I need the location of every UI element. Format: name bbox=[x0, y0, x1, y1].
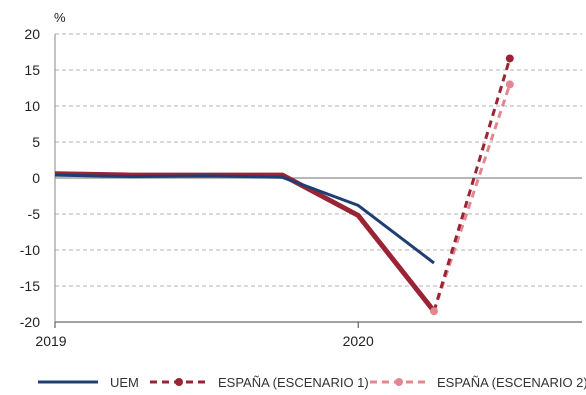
series-line-uem bbox=[54, 173, 435, 265]
legend-marker bbox=[175, 378, 183, 386]
legend-label: UEM bbox=[110, 375, 139, 390]
y-tick-label: 0 bbox=[32, 170, 40, 186]
gridlines bbox=[55, 33, 582, 287]
marker-espana-escenario-1 bbox=[505, 54, 514, 63]
series-line-espana-escenario-1-forecast bbox=[432, 58, 512, 312]
y-axis-ticks: 20 15 10 5 0 -5 -10 -15 -20 bbox=[20, 26, 40, 330]
x-axis: 2019 2020 bbox=[35, 34, 582, 349]
legend-label: ESPAÑA (ESCENARIO 1) bbox=[218, 375, 369, 390]
legend-marker bbox=[395, 378, 403, 386]
marker-espana-escenario-2 bbox=[505, 80, 514, 89]
y-tick-label: 20 bbox=[24, 26, 40, 42]
y-tick-label: -10 bbox=[20, 242, 40, 258]
y-tick-label: -15 bbox=[20, 278, 40, 294]
marker-espana-escenario-2 bbox=[430, 307, 438, 316]
x-tick-label: 2019 bbox=[35, 333, 66, 349]
y-tick-label: -20 bbox=[20, 314, 40, 330]
y-tick-label: 10 bbox=[24, 98, 40, 114]
y-unit-label: % bbox=[54, 10, 66, 25]
x-tick-label: 2020 bbox=[343, 333, 374, 349]
series-line-espana-escenario-1 bbox=[54, 171, 436, 313]
series-line-espana-escenario-2 bbox=[432, 83, 512, 312]
legend-label: ESPAÑA (ESCENARIO 2) bbox=[437, 375, 586, 390]
legend: UEM ESPAÑA (ESCENARIO 1) ESPAÑA (ESCENARIO… bbox=[38, 375, 586, 390]
series-lines bbox=[54, 54, 514, 316]
y-tick-label: 5 bbox=[32, 134, 40, 150]
y-tick-label: -5 bbox=[28, 206, 41, 222]
y-tick-label: 15 bbox=[24, 62, 40, 78]
